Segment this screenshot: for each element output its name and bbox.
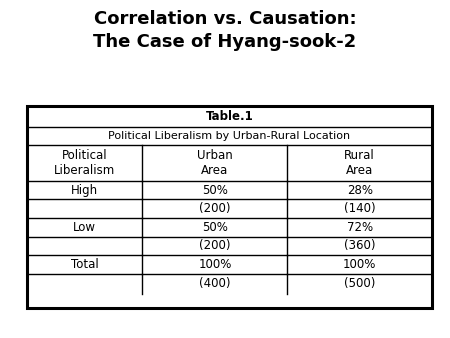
Text: Political Liberalism by Urban-Rural Location: Political Liberalism by Urban-Rural Loca…: [108, 131, 351, 141]
Text: Correlation vs. Causation:
The Case of Hyang-sook-2: Correlation vs. Causation: The Case of H…: [94, 10, 356, 51]
Text: (200): (200): [199, 202, 231, 215]
Text: (200): (200): [199, 239, 231, 252]
Text: Urban
Area: Urban Area: [197, 149, 233, 177]
Text: 72%: 72%: [346, 221, 373, 234]
Text: High: High: [71, 184, 98, 197]
Text: (360): (360): [344, 239, 375, 252]
Text: 100%: 100%: [198, 258, 232, 271]
Text: 28%: 28%: [346, 184, 373, 197]
Text: (500): (500): [344, 277, 375, 290]
Text: 50%: 50%: [202, 221, 228, 234]
Text: Table.1: Table.1: [206, 110, 253, 123]
Text: (140): (140): [344, 202, 375, 215]
Text: Total: Total: [71, 258, 99, 271]
Text: Political
Liberalism: Political Liberalism: [54, 149, 115, 177]
Text: Low: Low: [73, 221, 96, 234]
Text: 100%: 100%: [343, 258, 376, 271]
Text: 50%: 50%: [202, 184, 228, 197]
Text: Rural
Area: Rural Area: [344, 149, 375, 177]
Text: (400): (400): [199, 277, 231, 290]
